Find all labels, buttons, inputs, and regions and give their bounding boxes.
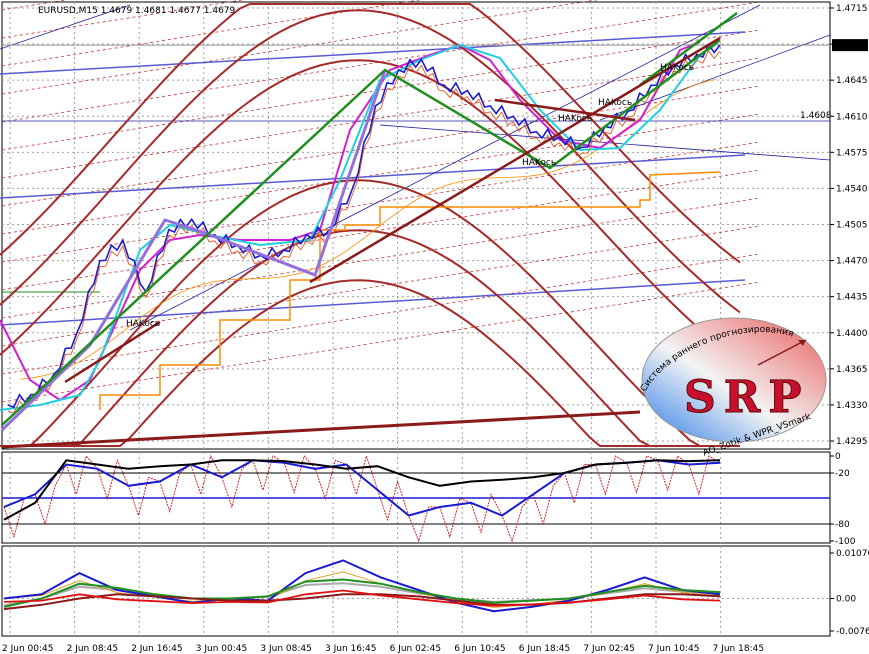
time-tick-label: 6 Jun 02:45: [390, 644, 441, 654]
fan-line: [0, 4, 131, 50]
time-tick-label: 6 Jun 10:45: [454, 644, 505, 654]
osc1-tick-label: -100: [835, 537, 856, 547]
price-tick-label: 1.4715: [836, 4, 868, 14]
level-label: 1.4608: [800, 111, 832, 121]
osc2-line-1: [3, 578, 721, 608]
fan-line: [129, 4, 761, 331]
pane-frame-0: [1, 1, 831, 450]
annotation-label: HAKocь: [126, 319, 160, 329]
dashed-channel-line: [1, 141, 761, 263]
dashed-channel-line: [1, 0, 422, 67]
envelope-band-0: [0, 3, 741, 264]
dashed-channel-line: [1, 1, 761, 123]
symbol-header: EURUSD,M15 1.4679 1.4681 1.4677 1.4679: [38, 6, 236, 16]
osc1-fast-line: [3, 454, 721, 543]
time-tick-label: 7 Jun 10:45: [648, 644, 699, 654]
violet-channel-line: [0, 279, 746, 326]
envelope-band-3: [0, 179, 740, 447]
maroon-long-trend: [1, 410, 641, 449]
price-series: [7, 43, 721, 409]
dashed-channel-line: [1, 85, 761, 207]
price-tick-label: 1.4610: [836, 112, 868, 122]
violet-channel-line: [0, 31, 746, 75]
price-tick-label: 1.4470: [836, 257, 868, 267]
fan-line: [599, 34, 831, 121]
envelope-band-2: [0, 59, 741, 364]
logo-letters: SRP: [684, 372, 809, 423]
osc2-tick-label: -0.00769: [836, 627, 869, 637]
osc1-tick-label: -20: [835, 469, 850, 479]
price-tick-label: 1.4505: [836, 221, 868, 231]
price-tick-label: 1.4365: [836, 365, 868, 375]
time-tick-label: 6 Jun 18:45: [519, 644, 570, 654]
time-tick-label: 3 Jun 08:45: [260, 644, 311, 654]
osc2-line-0: [3, 559, 721, 613]
time-tick-label: 7 Jun 18:45: [713, 644, 764, 654]
osc2-tick-label: 0.00: [836, 594, 856, 604]
cyan-curve: [0, 43, 716, 411]
maroon-trend: [64, 320, 161, 384]
time-tick-label: 2 Jun 00:45: [2, 644, 53, 654]
dashed-channel-line: [1, 225, 761, 347]
time-tick-label: 7 Jun 02:45: [583, 644, 634, 654]
oscillator-2-pane[interactable]: 0.01076 0.00 -0.00769: [2, 549, 869, 637]
maroon-trend: [494, 98, 636, 122]
annotation-label: HAKocь: [522, 158, 556, 168]
dashed-channel-line: [1, 169, 761, 291]
srp-logo: Система раннего прогнозирования SRP AO_Z…: [639, 317, 827, 459]
price-tick-label: 1.4645: [836, 76, 868, 86]
osc2-tick-label: 0.01076: [836, 549, 869, 559]
osc2-line-2: [3, 593, 721, 611]
time-tick-label: 3 Jun 16:45: [325, 644, 376, 654]
osc1-black-line: [3, 459, 721, 521]
annotation-label: HAKocь: [558, 114, 592, 124]
dashed-channel-line: [1, 29, 761, 151]
time-tick-label: 2 Jun 08:45: [67, 644, 118, 654]
maroon-trend: [309, 36, 721, 284]
green-zigzag: [1, 39, 721, 426]
time-tick-label: 2 Jun 16:45: [131, 644, 182, 654]
osc1-tick-label: 0: [835, 452, 841, 462]
dashed-channel-line: [1, 281, 761, 403]
oscillator-1-pane[interactable]: 0 -20 -80 -100: [2, 452, 856, 547]
green-trend-extension: [639, 11, 738, 87]
annotation-label: HAKocь: [660, 63, 694, 73]
osc1-tick-label: -80: [835, 520, 850, 530]
dashed-channel-line: [1, 57, 761, 179]
fan-line: [379, 124, 831, 161]
price-tick-label: 1.4330: [836, 401, 868, 411]
price-ribbon: [7, 49, 721, 414]
price-tick-label: 1.4540: [836, 184, 868, 194]
dashed-channel-line: [1, 113, 761, 235]
dashed-channel-line: [1, 0, 599, 95]
violet-channel-line: [0, 154, 746, 199]
lilac-pattern: [0, 69, 387, 432]
price-tick-label: 1.4575: [836, 148, 868, 158]
current-price-label: 1.4679: [834, 42, 866, 52]
time-tick-label: 3 Jun 00:45: [196, 644, 247, 654]
current-price-box: [832, 39, 868, 52]
dashed-channel-line: [1, 253, 761, 375]
price-tick-label: 1.4400: [836, 329, 868, 339]
dashed-channel-line: [1, 0, 245, 39]
price-tick-label: 1.4435: [836, 293, 868, 303]
envelope-band-1: [0, 9, 741, 314]
pane-frame-2: [1, 545, 831, 637]
annotation-label: HAKocь: [598, 98, 632, 108]
envelope-band-5: [0, 279, 740, 447]
price-tick-label: 1.4295: [836, 437, 868, 447]
osc1-blue-line: [3, 459, 721, 517]
osc2-red-line: [3, 589, 721, 607]
